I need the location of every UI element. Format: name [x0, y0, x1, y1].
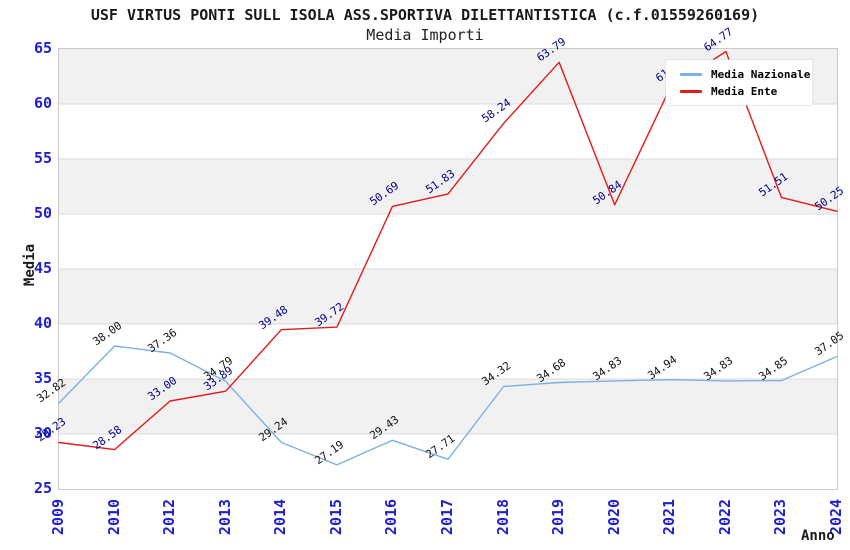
legend-label: Media Nazionale	[711, 67, 811, 81]
x-tick: 2021	[660, 498, 679, 536]
x-tick: 2018	[493, 498, 512, 536]
y-tick: 35	[33, 369, 52, 387]
x-tick: 2010	[104, 498, 123, 536]
y-tick: 55	[33, 149, 52, 167]
chart-title: USF VIRTUS PONTI SULL ISOLA ASS.SPORTIVA…	[90, 6, 760, 24]
x-tick: 2017	[438, 498, 456, 536]
chart-subtitle: Media Importi	[366, 26, 484, 44]
y-tick: 50	[33, 204, 52, 222]
x-tick: 2015	[326, 498, 345, 536]
y-axis-title: Media	[22, 243, 38, 287]
x-tick: 2014	[271, 498, 290, 536]
x-tick: 2020	[604, 498, 623, 536]
y-tick: 25	[33, 479, 52, 497]
nazionale-line-swatch-icon	[680, 72, 702, 76]
legend: Media Nazionale Media Ente	[666, 60, 812, 105]
x-tick: 2022	[715, 498, 734, 536]
x-tick: 2023	[771, 498, 790, 536]
x-tick: 2016	[382, 498, 401, 536]
x-tick: 2019	[549, 498, 568, 536]
line-chart-svg	[58, 49, 838, 466]
y-tick: 30	[33, 424, 52, 442]
legend-item-media-ente: Media Ente	[680, 85, 812, 98]
ente-line-swatch-icon	[680, 89, 702, 93]
x-tick: 2012	[160, 498, 179, 536]
legend-item-media-nazionale: Media Nazionale	[680, 68, 812, 81]
y-tick: 40	[33, 314, 52, 332]
plot-area	[58, 48, 838, 490]
x-axis-title: Anno	[801, 528, 835, 544]
legend-label: Media Ente	[711, 84, 778, 98]
x-tick: 2009	[49, 498, 67, 536]
x-tick: 2013	[215, 498, 234, 536]
y-tick: 60	[33, 94, 52, 112]
